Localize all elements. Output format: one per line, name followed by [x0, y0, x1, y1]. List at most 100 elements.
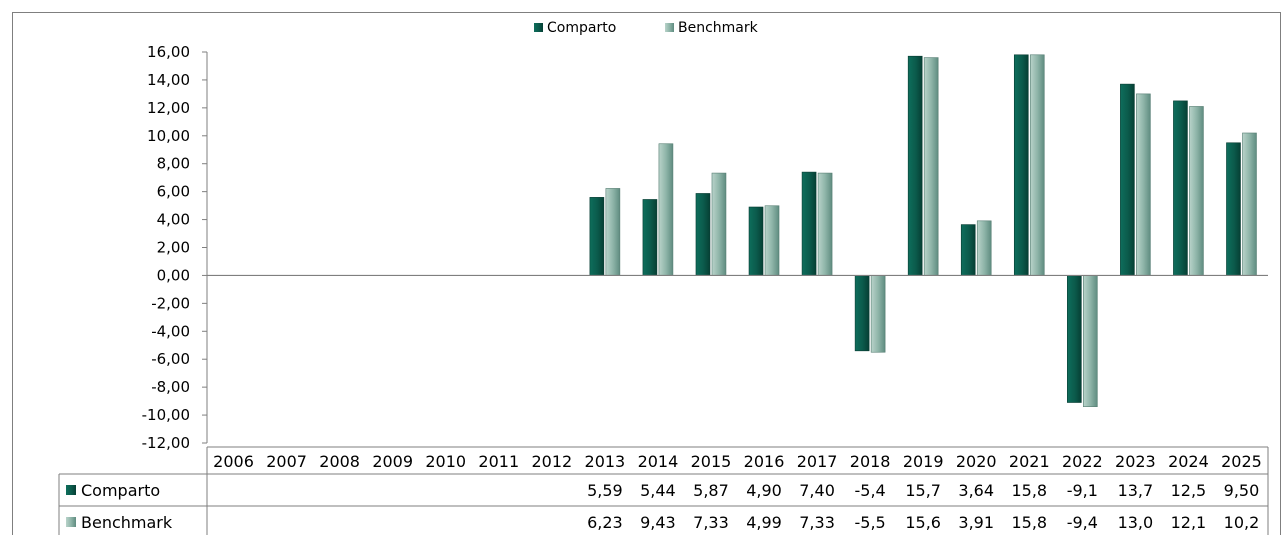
legend-swatch-benchmark — [665, 23, 674, 32]
table-value-comparto: 9,50 — [1224, 481, 1260, 500]
table-value-comparto: 7,40 — [799, 481, 835, 500]
x-category-label: 2025 — [1221, 452, 1262, 471]
table-value-benchmark: 3,91 — [958, 513, 994, 532]
bar-benchmark-2016 — [764, 205, 780, 276]
bar-benchmark-2024 — [1189, 106, 1204, 276]
table-value-benchmark: 10,2 — [1224, 513, 1260, 532]
table-value-comparto: 13,7 — [1118, 481, 1154, 500]
table-value-comparto: 12,5 — [1171, 481, 1207, 500]
table-value-comparto: 15,8 — [1011, 481, 1047, 500]
y-tick-label: 8,00 — [157, 155, 190, 173]
bar-comparto-2024 — [1173, 100, 1188, 276]
y-axis-ticks: 16,00 14,00 12,00 10,00 8,00 6,00 4,00 2,00 0,00… — [142, 43, 207, 452]
table-key-comparto — [66, 485, 76, 495]
bar-comparto-2018 — [854, 275, 870, 352]
bar-comparto-2021 — [1013, 54, 1029, 276]
data-table-grid — [58, 446, 1269, 535]
bar-comparto-2025 — [1226, 142, 1241, 276]
bar-benchmark-2021 — [1029, 54, 1045, 276]
y-tick-label: 14,00 — [147, 71, 190, 89]
table-value-benchmark: 15,6 — [905, 513, 941, 532]
y-axis: 16,00 14,00 12,00 10,00 8,00 6,00 4,00 2,00 0,00… — [142, 43, 208, 452]
x-category-label: 2016 — [744, 452, 785, 471]
bar-benchmark-2015 — [711, 172, 727, 276]
table-value-benchmark: 13,0 — [1118, 513, 1154, 532]
bar-comparto-2019 — [907, 55, 923, 276]
x-category-label: 2018 — [850, 452, 891, 471]
table-value-benchmark: 4,99 — [746, 513, 782, 532]
bar-benchmark-2025 — [1242, 132, 1257, 276]
y-tick-label: -12,00 — [142, 434, 190, 452]
y-tick-label: -8,00 — [151, 378, 190, 396]
table-value-comparto: 5,44 — [640, 481, 676, 500]
y-tick-label: 16,00 — [147, 43, 190, 61]
table-value-benchmark: 6,23 — [587, 513, 623, 532]
bar-benchmark-2014 — [658, 143, 674, 276]
x-category-label: 2021 — [1009, 452, 1050, 471]
table-value-benchmark: 15,8 — [1011, 513, 1047, 532]
x-category-label: 2010 — [425, 452, 466, 471]
table-value-benchmark: 9,43 — [640, 513, 676, 532]
bar-comparto-2022 — [1067, 275, 1082, 403]
table-row-label-comparto: Comparto — [81, 481, 160, 500]
plot-area — [589, 54, 1257, 407]
bar-comparto-2013 — [589, 197, 605, 276]
bar-benchmark-2017 — [817, 172, 833, 276]
x-category-label: 2013 — [585, 452, 626, 471]
bar-benchmark-2019 — [923, 57, 939, 276]
legend-label-comparto: Comparto — [547, 20, 616, 36]
x-category-label: 2017 — [797, 452, 838, 471]
data-table-text: 2006 2007 2008 2009 2010 2011 2012 2013 5,59 6,23… — [213, 452, 1262, 532]
x-category-label: 2007 — [266, 452, 307, 471]
bar-comparto-2017 — [801, 171, 817, 276]
bar-benchmark-2018 — [870, 275, 886, 353]
bar-comparto-2020 — [960, 224, 976, 276]
table-value-benchmark: 7,33 — [799, 513, 835, 532]
x-category-label: 2008 — [319, 452, 360, 471]
bar-comparto-2023 — [1120, 83, 1135, 276]
bar-comparto-2015 — [695, 193, 711, 276]
y-tick-label: 10,00 — [147, 127, 190, 145]
x-category-label: 2014 — [638, 452, 679, 471]
legend-swatch-comparto — [534, 23, 543, 32]
chart-border — [12, 12, 1281, 535]
x-category-label: 2019 — [903, 452, 944, 471]
y-tick-label: 4,00 — [157, 211, 190, 229]
table-value-comparto: 5,59 — [587, 481, 623, 500]
x-category-label: 2011 — [478, 452, 519, 471]
table-value-comparto: -9,1 — [1067, 481, 1098, 500]
table-value-comparto: 4,90 — [746, 481, 782, 500]
table-value-benchmark: -9,4 — [1067, 513, 1098, 532]
bar-comparto-2014 — [642, 199, 658, 276]
x-category-label: 2009 — [372, 452, 413, 471]
x-category-label: 2020 — [956, 452, 997, 471]
table-value-comparto: -5,4 — [855, 481, 886, 500]
y-tick-label: -10,00 — [142, 406, 190, 424]
y-tick-label: 0,00 — [157, 266, 190, 284]
table-row-label-benchmark: Benchmark — [81, 513, 173, 532]
x-category-label: 2015 — [691, 452, 732, 471]
table-value-benchmark: -5,5 — [855, 513, 886, 532]
table-key-benchmark — [66, 517, 76, 527]
table-value-benchmark: 7,33 — [693, 513, 729, 532]
y-tick-label: -4,00 — [151, 322, 190, 340]
table-value-comparto: 5,87 — [693, 481, 729, 500]
y-tick-label: -6,00 — [151, 350, 190, 368]
bar-benchmark-2013 — [605, 188, 621, 276]
bar-benchmark-2020 — [976, 220, 992, 276]
y-tick-label: 2,00 — [157, 239, 190, 257]
x-category-label: 2024 — [1168, 452, 1209, 471]
y-tick-label: -2,00 — [151, 294, 190, 312]
x-category-label: 2022 — [1062, 452, 1103, 471]
x-category-label: 2012 — [531, 452, 572, 471]
y-tick-label: 12,00 — [147, 99, 190, 117]
x-category-label: 2006 — [213, 452, 254, 471]
data-table: 2006 2007 2008 2009 2010 2011 2012 2013 5,59 6,23… — [58, 446, 1269, 535]
y-tick-label: 6,00 — [157, 183, 190, 201]
legend-label-benchmark: Benchmark — [678, 20, 759, 36]
table-value-comparto: 15,7 — [905, 481, 941, 500]
bar-benchmark-2023 — [1136, 93, 1151, 276]
bar-comparto-2016 — [748, 206, 764, 276]
x-category-label: 2023 — [1115, 452, 1156, 471]
